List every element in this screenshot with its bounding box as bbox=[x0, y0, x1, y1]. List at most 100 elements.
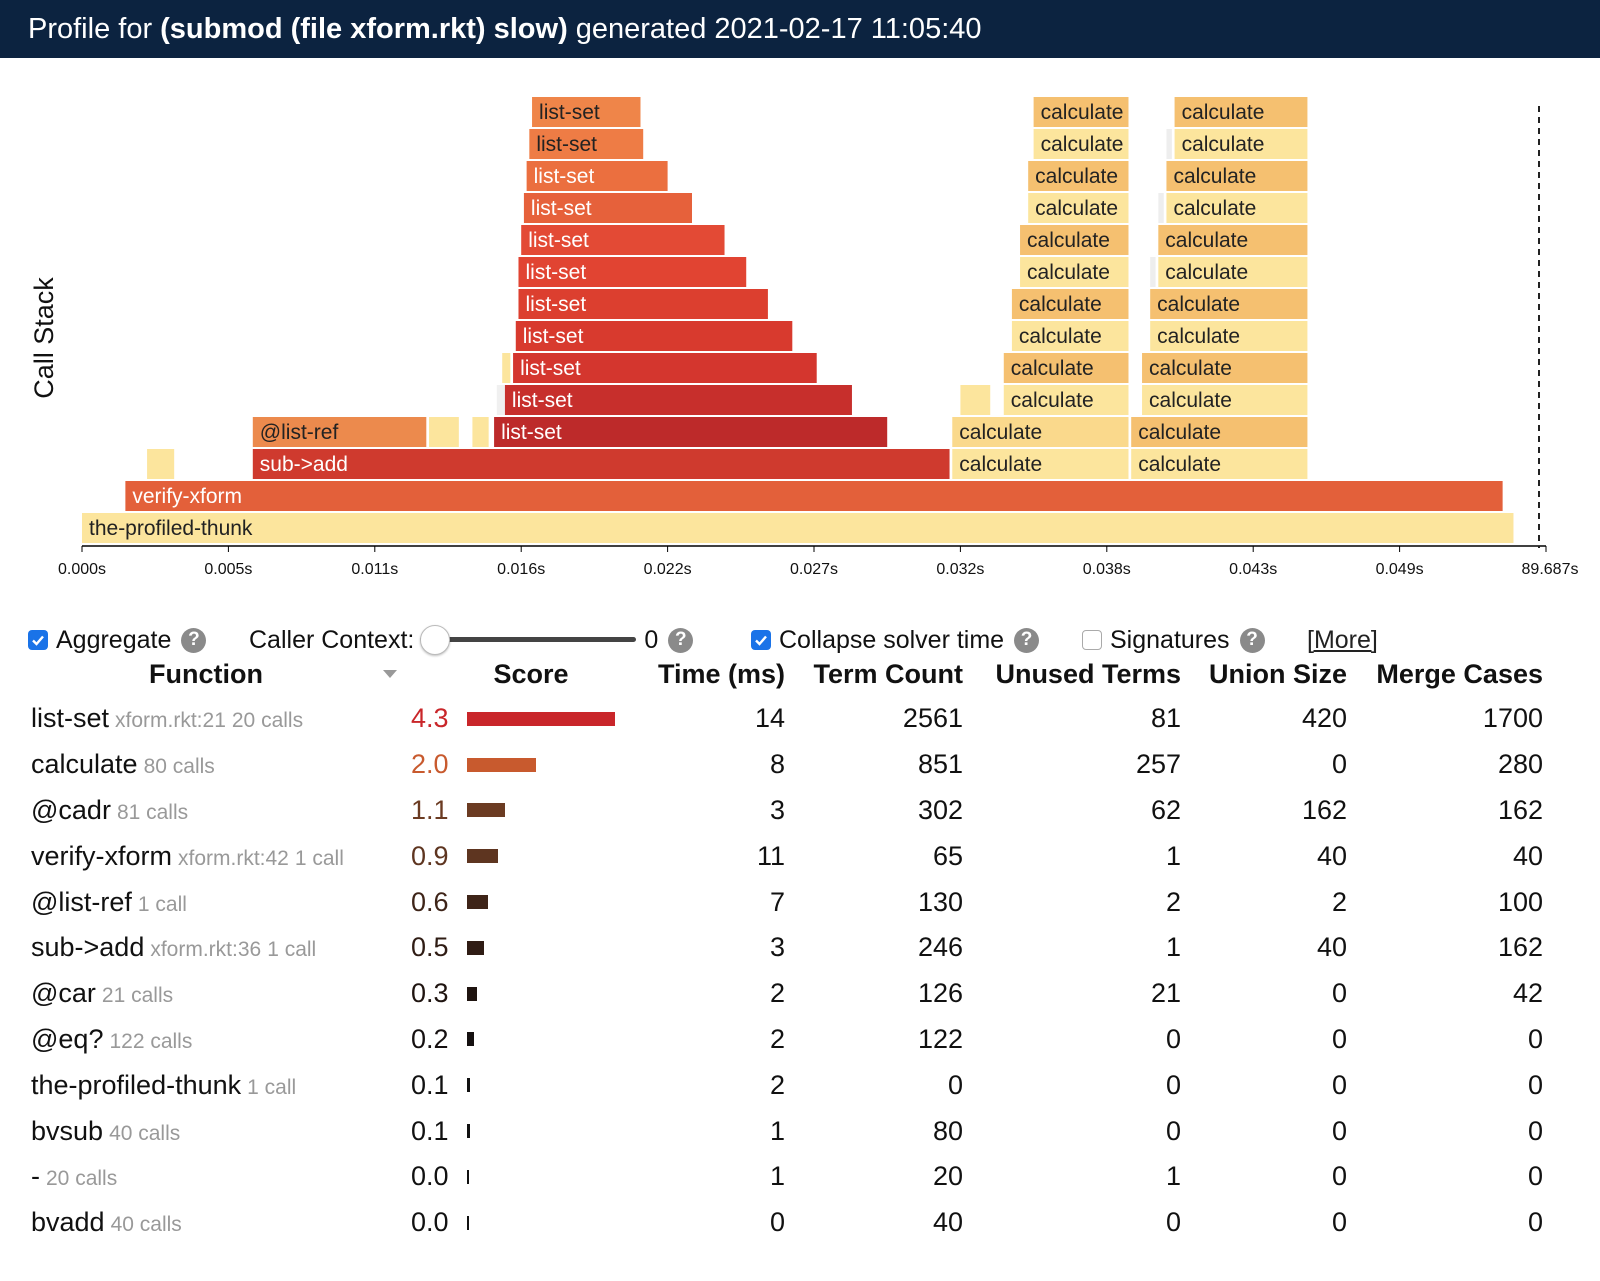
flame-frame-rect[interactable] bbox=[1166, 193, 1308, 223]
flame-frame-calculate[interactable]: calculate bbox=[952, 417, 1129, 447]
flame-frame-rect[interactable] bbox=[952, 449, 1129, 479]
flame-frame-rect[interactable] bbox=[518, 257, 747, 287]
flame-frame-list-set[interactable]: list-set bbox=[494, 417, 888, 447]
flame-frame-rect[interactable] bbox=[472, 417, 489, 447]
flame-frame-rect[interactable] bbox=[82, 513, 1514, 543]
flame-frame-rect[interactable] bbox=[532, 97, 641, 127]
flame-frame-calculate[interactable]: calculate bbox=[1142, 353, 1308, 383]
flame-frame-calculate[interactable]: calculate bbox=[952, 449, 1129, 479]
flame-frame-list-set[interactable]: list-set bbox=[515, 321, 793, 351]
flame-frame-rect[interactable] bbox=[529, 129, 644, 159]
more-link[interactable]: [More] bbox=[1307, 625, 1378, 654]
flame-frame-rect[interactable] bbox=[1158, 257, 1308, 287]
flame-frame-rect[interactable] bbox=[502, 353, 511, 383]
flame-frame-rect[interactable] bbox=[1158, 225, 1308, 255]
table-row[interactable]: sub->add xform.rkt:36 1 call 0.5 3 246 1 40 162 bbox=[20, 925, 1543, 971]
col-header-function[interactable]: Function bbox=[20, 652, 397, 696]
flame-frame-rect[interactable] bbox=[518, 289, 768, 319]
table-row[interactable]: -20 calls 0.0 1 20 1 0 0 bbox=[20, 1154, 1543, 1200]
flame-frame-calculate[interactable]: calculate bbox=[1166, 193, 1308, 223]
flame-frame-calculate[interactable]: calculate bbox=[1033, 129, 1129, 159]
flame-frame-rect[interactable] bbox=[429, 417, 459, 447]
flame-frame[interactable] bbox=[1150, 257, 1156, 287]
flame-frame-rect[interactable] bbox=[1020, 257, 1129, 287]
flame-frame-rect[interactable] bbox=[1131, 417, 1308, 447]
table-row[interactable]: bvadd 40 calls 0.0 0 40 0 0 0 bbox=[20, 1200, 1543, 1246]
flame-frame-list-set[interactable]: list-set bbox=[513, 353, 817, 383]
flame-frame-rect[interactable] bbox=[252, 417, 427, 447]
flame-frame-rect[interactable] bbox=[1003, 353, 1129, 383]
flame-frame-rect[interactable] bbox=[1158, 193, 1164, 223]
table-row[interactable]: verify-xform xform.rkt:42 1 call 0.9 11 65 1 40… bbox=[20, 833, 1543, 879]
table-row[interactable]: @eq? 122 calls 0.2 2 122 0 0 0 bbox=[20, 1017, 1543, 1063]
flame-frame-rect[interactable] bbox=[1150, 289, 1308, 319]
flame-frame-calculate[interactable]: calculate bbox=[1028, 193, 1129, 223]
flame-frame-sub->add[interactable]: sub->add bbox=[252, 449, 950, 479]
flame-frame-calculate[interactable]: calculate bbox=[1020, 225, 1129, 255]
flame-frame[interactable] bbox=[1158, 193, 1164, 223]
flame-frame-calculate[interactable]: calculate bbox=[1003, 353, 1129, 383]
table-row[interactable]: @car 21 calls 0.3 2 126 21 0 42 bbox=[20, 971, 1543, 1017]
sort-down-icon[interactable] bbox=[383, 670, 397, 678]
flame-frame-rect[interactable] bbox=[1150, 257, 1156, 287]
caller-context-slider[interactable] bbox=[420, 625, 637, 655]
flame-frame-rect[interactable] bbox=[1011, 289, 1129, 319]
flame-frame-calculate[interactable]: calculate bbox=[1033, 97, 1129, 127]
flame-frame-rect[interactable] bbox=[147, 449, 175, 479]
flame-frame[interactable] bbox=[147, 449, 175, 479]
flame-frame-rect[interactable] bbox=[1020, 225, 1129, 255]
flame-frame-rect[interactable] bbox=[1142, 353, 1308, 383]
flame-frame-rect[interactable] bbox=[526, 161, 668, 191]
col-header-score[interactable]: Score bbox=[381, 652, 651, 696]
flame-frame-rect[interactable] bbox=[1174, 97, 1308, 127]
flame-frame-calculate[interactable]: calculate bbox=[1020, 257, 1129, 287]
flame-frame-rect[interactable] bbox=[1174, 129, 1308, 159]
table-row[interactable]: the-profiled-thunk 1 call 0.1 2 0 0 0 0 bbox=[20, 1062, 1543, 1108]
flame-frame-list-set[interactable]: list-set bbox=[532, 97, 641, 127]
table-row[interactable]: @cadr 81 calls 1.1 3 302 62 162 162 bbox=[20, 788, 1543, 834]
flame-frame-rect[interactable] bbox=[252, 449, 950, 479]
flame-frame-rect[interactable] bbox=[521, 225, 725, 255]
flame-frame-list-set[interactable]: list-set bbox=[521, 225, 725, 255]
more-control[interactable]: [More] bbox=[1307, 620, 1378, 660]
aggregate-help-icon[interactable]: ? bbox=[181, 627, 207, 653]
flame-frame-the-profiled-thunk[interactable]: the-profiled-thunk bbox=[82, 513, 1514, 543]
flame-frame-verify-xform[interactable]: verify-xform bbox=[125, 481, 1503, 511]
flame-frame-rect[interactable] bbox=[952, 417, 1129, 447]
flame-frame-rect[interactable] bbox=[504, 385, 852, 415]
flame-frame-calculate[interactable]: calculate bbox=[1131, 449, 1308, 479]
flame-frame-calculate[interactable]: calculate bbox=[1174, 129, 1308, 159]
signatures-help-icon[interactable]: ? bbox=[1239, 627, 1265, 653]
flame-frame-rect[interactable] bbox=[125, 481, 1503, 511]
slider-thumb[interactable] bbox=[420, 625, 451, 655]
col-header-time[interactable]: Time (ms) bbox=[657, 658, 785, 689]
flame-frame-calculate[interactable]: calculate bbox=[1028, 161, 1129, 191]
flame-frame-list-set[interactable]: list-set bbox=[526, 161, 668, 191]
caller-context-help-icon[interactable]: ? bbox=[668, 627, 694, 653]
flame-frame-rect[interactable] bbox=[496, 385, 505, 415]
flame-frame-rect[interactable] bbox=[494, 417, 888, 447]
collapse-control[interactable]: Collapse solver time ? bbox=[751, 620, 1040, 660]
flame-frame-calculate[interactable]: calculate bbox=[1150, 289, 1308, 319]
flame-frame[interactable] bbox=[960, 385, 991, 415]
table-row[interactable]: bvsub 40 calls 0.1 1 80 0 0 0 bbox=[20, 1108, 1543, 1154]
flame-frame-@list-ref[interactable]: @list-ref bbox=[252, 417, 427, 447]
flame-frame-calculate[interactable]: calculate bbox=[1142, 385, 1308, 415]
col-header-unused-terms[interactable]: Unused Terms bbox=[995, 658, 1181, 689]
flame-frame-rect[interactable] bbox=[1028, 193, 1129, 223]
flame-frame-rect[interactable] bbox=[513, 353, 817, 383]
flame-frame-rect[interactable] bbox=[1131, 449, 1308, 479]
flame-frame-list-set[interactable]: list-set bbox=[504, 385, 852, 415]
aggregate-control[interactable]: Aggregate ? bbox=[28, 620, 207, 660]
flame-frame-rect[interactable] bbox=[1033, 129, 1129, 159]
flame-frame-list-set[interactable]: list-set bbox=[518, 257, 747, 287]
flame-frame-rect[interactable] bbox=[1142, 385, 1308, 415]
flame-frame-rect[interactable] bbox=[1166, 129, 1172, 159]
collapse-checkbox[interactable] bbox=[751, 630, 771, 650]
col-header-union-size[interactable]: Union Size bbox=[1208, 658, 1347, 689]
col-header-term-count[interactable]: Term Count bbox=[813, 658, 964, 689]
table-row[interactable]: calculate 80 calls 2.0 8 851 257 0 280 bbox=[20, 742, 1543, 788]
flame-frame-rect[interactable] bbox=[1166, 161, 1308, 191]
flame-frame-calculate[interactable]: calculate bbox=[1131, 417, 1308, 447]
table-row[interactable]: @list-ref 1 call 0.6 7 130 2 2 100 bbox=[20, 879, 1543, 925]
